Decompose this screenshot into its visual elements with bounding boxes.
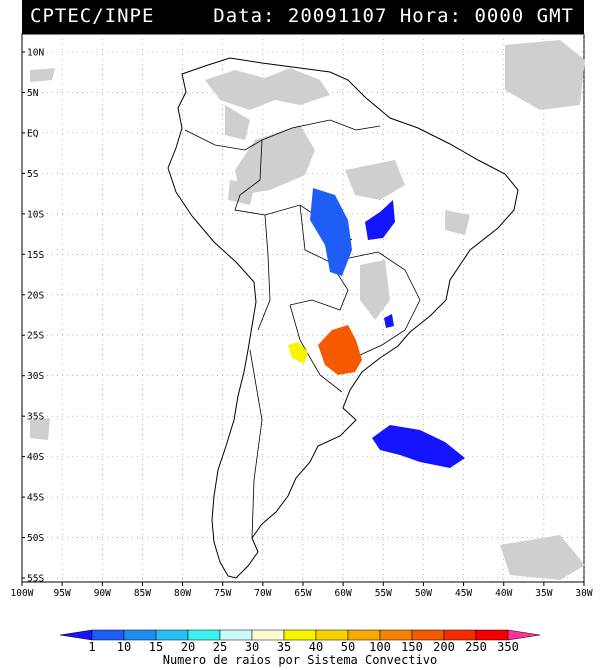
colorbar-cell <box>123 629 157 641</box>
lat-tick-label: 5N <box>27 88 39 99</box>
lon-tick-label: 100W <box>11 588 34 599</box>
colorbar-label: 350 <box>497 640 519 652</box>
lon-tick-label: 60W <box>335 588 352 599</box>
lat-tick-label: 15S <box>27 250 44 261</box>
colorbar-cell <box>475 629 509 641</box>
source-title: CPTEC/INPE <box>30 5 155 27</box>
colorbar-cell <box>251 629 285 641</box>
lat-tick-label: 40S <box>27 452 44 463</box>
colorbar-cell <box>411 629 445 641</box>
border-argentina <box>289 304 343 393</box>
lon-tick-label: 35W <box>535 588 552 599</box>
cloud-cover <box>30 40 585 580</box>
storm-systems <box>288 188 465 468</box>
border-brazil-south <box>329 251 421 356</box>
border-north <box>184 119 381 151</box>
storm-northeast-brazil <box>365 200 395 240</box>
lon-tick-label: 85W <box>134 588 151 599</box>
colorbar-cell <box>283 629 317 641</box>
lat-tick-label: 30S <box>27 371 44 382</box>
colorbar-label: 15 <box>149 640 163 652</box>
lat-tick-label: EQ <box>27 128 39 139</box>
colorbar-cells <box>59 629 541 641</box>
colorbar-labels: 1 10 15 20 25 30 35 40 50 100 150 200 250 350 <box>88 640 518 652</box>
colorbar-label: 50 <box>341 640 355 652</box>
cloud-pacific-sw <box>30 418 50 440</box>
colorbar-cell <box>315 629 349 641</box>
colorbar-cell <box>59 629 93 641</box>
storm-south-atlantic <box>372 425 465 468</box>
cloud-center-west <box>360 260 390 320</box>
lon-tick-label: 45W <box>455 588 472 599</box>
lat-tick-label: 10S <box>27 209 44 220</box>
colorbar-label: 20 <box>181 640 195 652</box>
lon-tick-label: 95W <box>54 588 71 599</box>
cloud-northeast <box>445 210 470 235</box>
cloud-colombia <box>225 105 250 140</box>
colorbar-cell <box>155 629 189 641</box>
colorbar-label: 25 <box>213 640 227 652</box>
latitude-labels: 10N 5N EQ 5S 10S 15S 20S 25S 30S 35S 40S 45S 50S 55S <box>22 48 44 585</box>
colorbar-label: 250 <box>465 640 487 652</box>
colorbar-label: 200 <box>433 640 455 652</box>
border-bolivia <box>289 204 349 311</box>
colorbar-title: Numero de raios por Sistema Convectivo <box>162 653 438 667</box>
satellite-map: 10N5NEQ5S10S15S20S25S30S35S40S45S50S55S … <box>11 33 593 599</box>
colorbar-label: 150 <box>401 640 423 652</box>
colorbar-label: 1 <box>88 640 95 652</box>
lon-tick-label: 90W <box>94 588 111 599</box>
colorbar-cell <box>187 629 221 641</box>
lat-tick-label: 45S <box>27 493 44 504</box>
longitude-labels: 100W 95W 90W 85W 80W 75W 70W 65W 60W 55W 50W 45W 40W… <box>11 582 593 599</box>
lon-tick-label: 80W <box>174 588 191 599</box>
lon-tick-label: 30W <box>575 588 592 599</box>
colorbar-label: 10 <box>117 640 131 652</box>
colorbar-cell <box>91 629 125 641</box>
colorbar-label: 35 <box>277 640 291 652</box>
datetime-title: Data: 20091107 Hora: 0000 GMT <box>213 5 574 27</box>
storm-argentina-north <box>288 342 308 364</box>
storm-central-brazil <box>310 188 352 276</box>
lon-tick-label: 40W <box>495 588 512 599</box>
country-borders <box>184 119 421 539</box>
colorbar-label: 30 <box>245 640 259 652</box>
lat-tick-label: 10N <box>27 48 44 59</box>
cloud-amazon-east <box>345 160 405 200</box>
cloud-north <box>205 68 330 110</box>
cloud-atlantic-south <box>500 535 585 580</box>
lat-tick-label: 5S <box>27 169 39 180</box>
lat-tick-label: 25S <box>27 331 44 342</box>
colorbar-cell <box>379 629 413 641</box>
storm-paraguay-parana <box>318 325 362 375</box>
colorbar-label: 40 <box>309 640 323 652</box>
lat-tick-label: 55S <box>27 574 44 585</box>
colorbar-cell <box>507 629 541 641</box>
border-andes <box>249 349 263 539</box>
border-bolivia-chile <box>257 214 271 331</box>
lon-tick-label: 75W <box>214 588 231 599</box>
cloud-peru <box>228 180 255 205</box>
lon-tick-label: 50W <box>415 588 432 599</box>
south-america-outline <box>167 57 519 579</box>
header-bar: CPTEC/INPE Data: 20091107 Hora: 0000 GMT <box>22 0 584 34</box>
colorbar-cell <box>443 629 477 641</box>
lon-tick-label: 65W <box>294 588 311 599</box>
lon-tick-label: 55W <box>375 588 392 599</box>
lat-tick-label: 20S <box>27 290 44 301</box>
lat-tick-label: 35S <box>27 412 44 423</box>
lat-tick-label: 50S <box>27 533 44 544</box>
lon-tick-label: 70W <box>254 588 271 599</box>
storm-south-brazil-small <box>384 314 394 328</box>
colorbar-label: 100 <box>369 640 391 652</box>
colorbar: 1 10 15 20 25 30 35 40 50 100 150 200 250 350 <box>59 629 541 652</box>
colorbar-cell <box>347 629 381 641</box>
cloud-amazon-west <box>235 125 315 195</box>
colorbar-cell <box>219 629 253 641</box>
cloud-pacific-nw <box>30 68 55 82</box>
cloud-atlantic-north <box>505 40 585 110</box>
